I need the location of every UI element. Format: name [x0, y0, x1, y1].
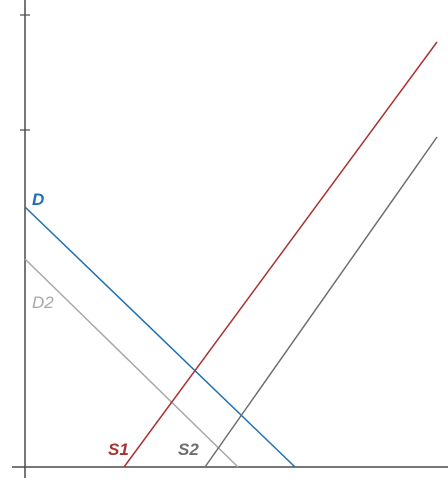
- demand-curve-d: [24, 206, 296, 468]
- demand2-label: D2: [32, 293, 54, 312]
- supply-curve-s1: [123, 41, 438, 468]
- supply-curve-s2: [204, 136, 438, 468]
- demand-curve-d2: [24, 258, 239, 468]
- supply1-label: S1: [108, 440, 129, 459]
- demand-label: D: [32, 190, 44, 209]
- supply2-label: S2: [178, 440, 199, 459]
